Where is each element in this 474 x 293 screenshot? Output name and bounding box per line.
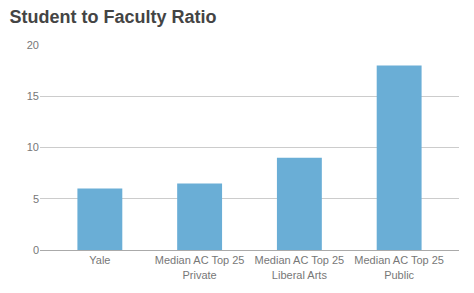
svg-text:Median AC Top 25Private: Median AC Top 25Private — [155, 254, 245, 280]
svg-text:10: 10 — [27, 141, 39, 153]
svg-text:Student to Faculty Ratio: Student to Faculty Ratio — [9, 7, 216, 27]
svg-text:15: 15 — [27, 90, 39, 102]
svg-text:Yale: Yale — [89, 254, 110, 266]
svg-text:20: 20 — [27, 39, 39, 51]
svg-text:5: 5 — [33, 193, 39, 205]
svg-text:Median AC Top 25Public: Median AC Top 25Public — [354, 254, 444, 280]
svg-text:Median AC Top 25Liberal Arts: Median AC Top 25Liberal Arts — [255, 254, 345, 280]
svg-text:0: 0 — [33, 244, 39, 256]
